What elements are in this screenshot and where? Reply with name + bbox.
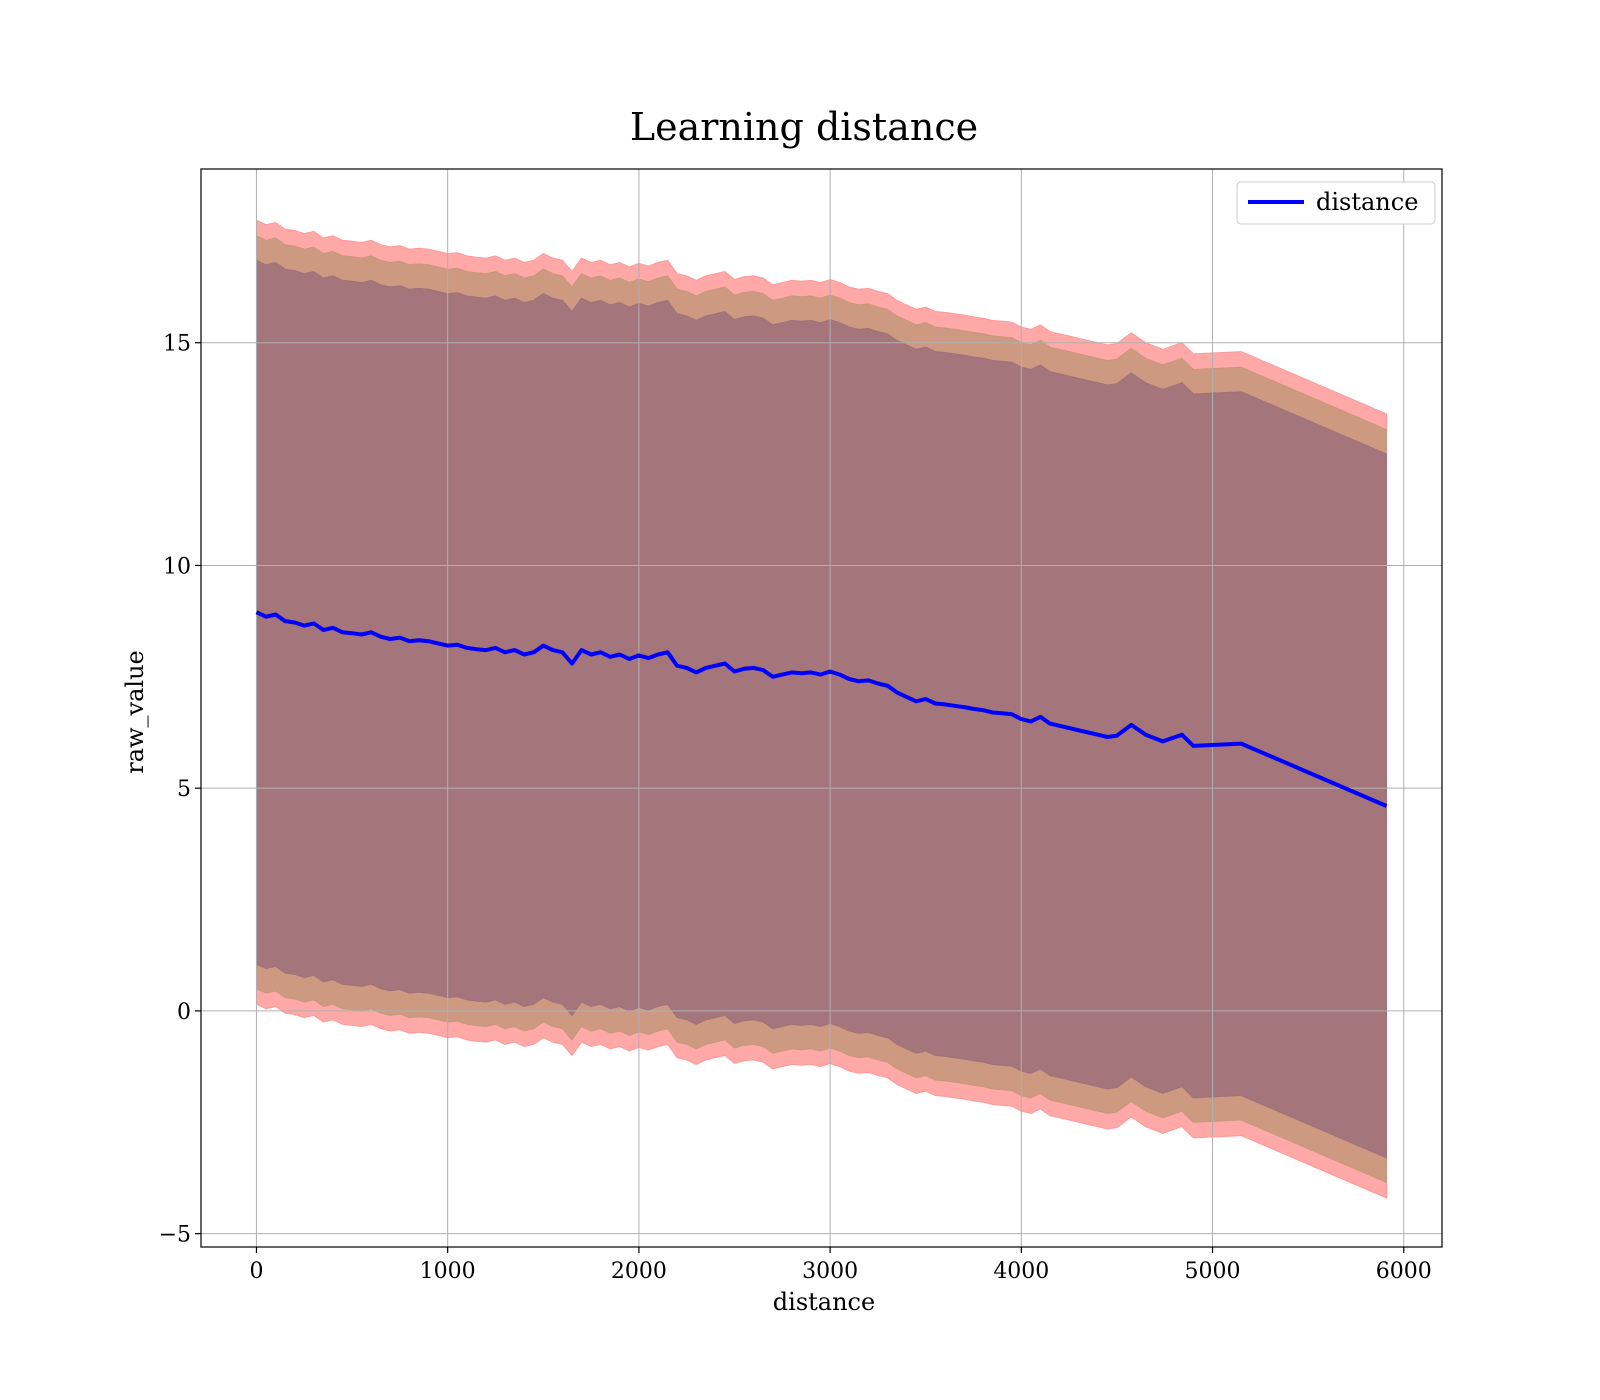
x-tick-label-3: 3000	[802, 1259, 858, 1284]
y-axis-ticks: −5 0 5 10 15	[159, 332, 201, 1248]
band-inner	[256, 259, 1387, 1159]
legend-label-distance: distance	[1316, 188, 1418, 216]
legend: distance	[1236, 181, 1436, 225]
x-tick-label-4: 4000	[993, 1259, 1049, 1284]
chart-title: Learning distance	[630, 105, 978, 149]
legend-box	[1236, 181, 1436, 225]
series-line-distance	[255, 610, 1388, 808]
x-tick-label-5: 5000	[1185, 1259, 1241, 1284]
x-axis-ticks: 0 1000 2000 3000 4000 5000 6000	[249, 1247, 1432, 1284]
axes-frame	[200, 168, 1443, 1248]
x-tick-label-1: 1000	[420, 1259, 476, 1284]
grid-lines	[201, 169, 1442, 1247]
x-tick-label-2: 2000	[611, 1259, 667, 1284]
y-tick-label-0: −5	[159, 1223, 191, 1248]
y-tick-label-3: 10	[163, 554, 191, 579]
y-tick-label-2: 5	[177, 777, 191, 802]
y-tick-label-1: 0	[177, 1000, 191, 1025]
x-tick-label-0: 0	[249, 1259, 263, 1284]
y-axis-label: raw_value	[121, 650, 149, 774]
x-axis-label: distance	[773, 1288, 875, 1316]
confidence-bands	[256, 219, 1387, 1199]
x-tick-label-6: 6000	[1376, 1259, 1432, 1284]
plot-area: 0 1000 2000 3000 4000 5000 6000 −5 0 5 10 15	[159, 168, 1443, 1284]
y-tick-label-4: 15	[163, 332, 191, 357]
